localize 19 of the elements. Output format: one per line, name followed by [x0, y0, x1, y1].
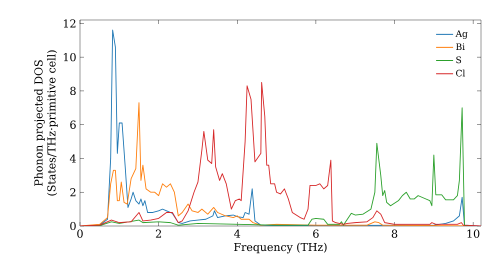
legend-label: Ag: [456, 30, 468, 39]
y-tick-label: 2: [70, 188, 76, 196]
y-tick-label: 0: [70, 222, 76, 230]
legend-label: S: [456, 56, 462, 64]
y-tick-label: 12: [64, 19, 76, 28]
x-tick-label: 6: [313, 230, 319, 238]
y-tick-label: 6: [70, 120, 76, 129]
y-tick-label: 8: [70, 86, 76, 96]
x-tick-label: 10: [468, 230, 480, 238]
y-tick-label: 10: [64, 53, 76, 62]
y-tick-label: 4: [70, 154, 76, 163]
x-tick-label: 2: [156, 230, 162, 238]
x-tick-label: 4: [234, 230, 240, 238]
x-tick-label: 8: [392, 230, 398, 238]
y-axis-title: Phonon projected DOS (States/THz·primitive cell): [34, 50, 58, 196]
x-axis-title: Frequency (THz): [234, 242, 327, 254]
legend-label: Bi: [456, 43, 465, 50]
legend-label: Cl: [456, 70, 466, 77]
x-tick-label: 0: [77, 230, 83, 238]
